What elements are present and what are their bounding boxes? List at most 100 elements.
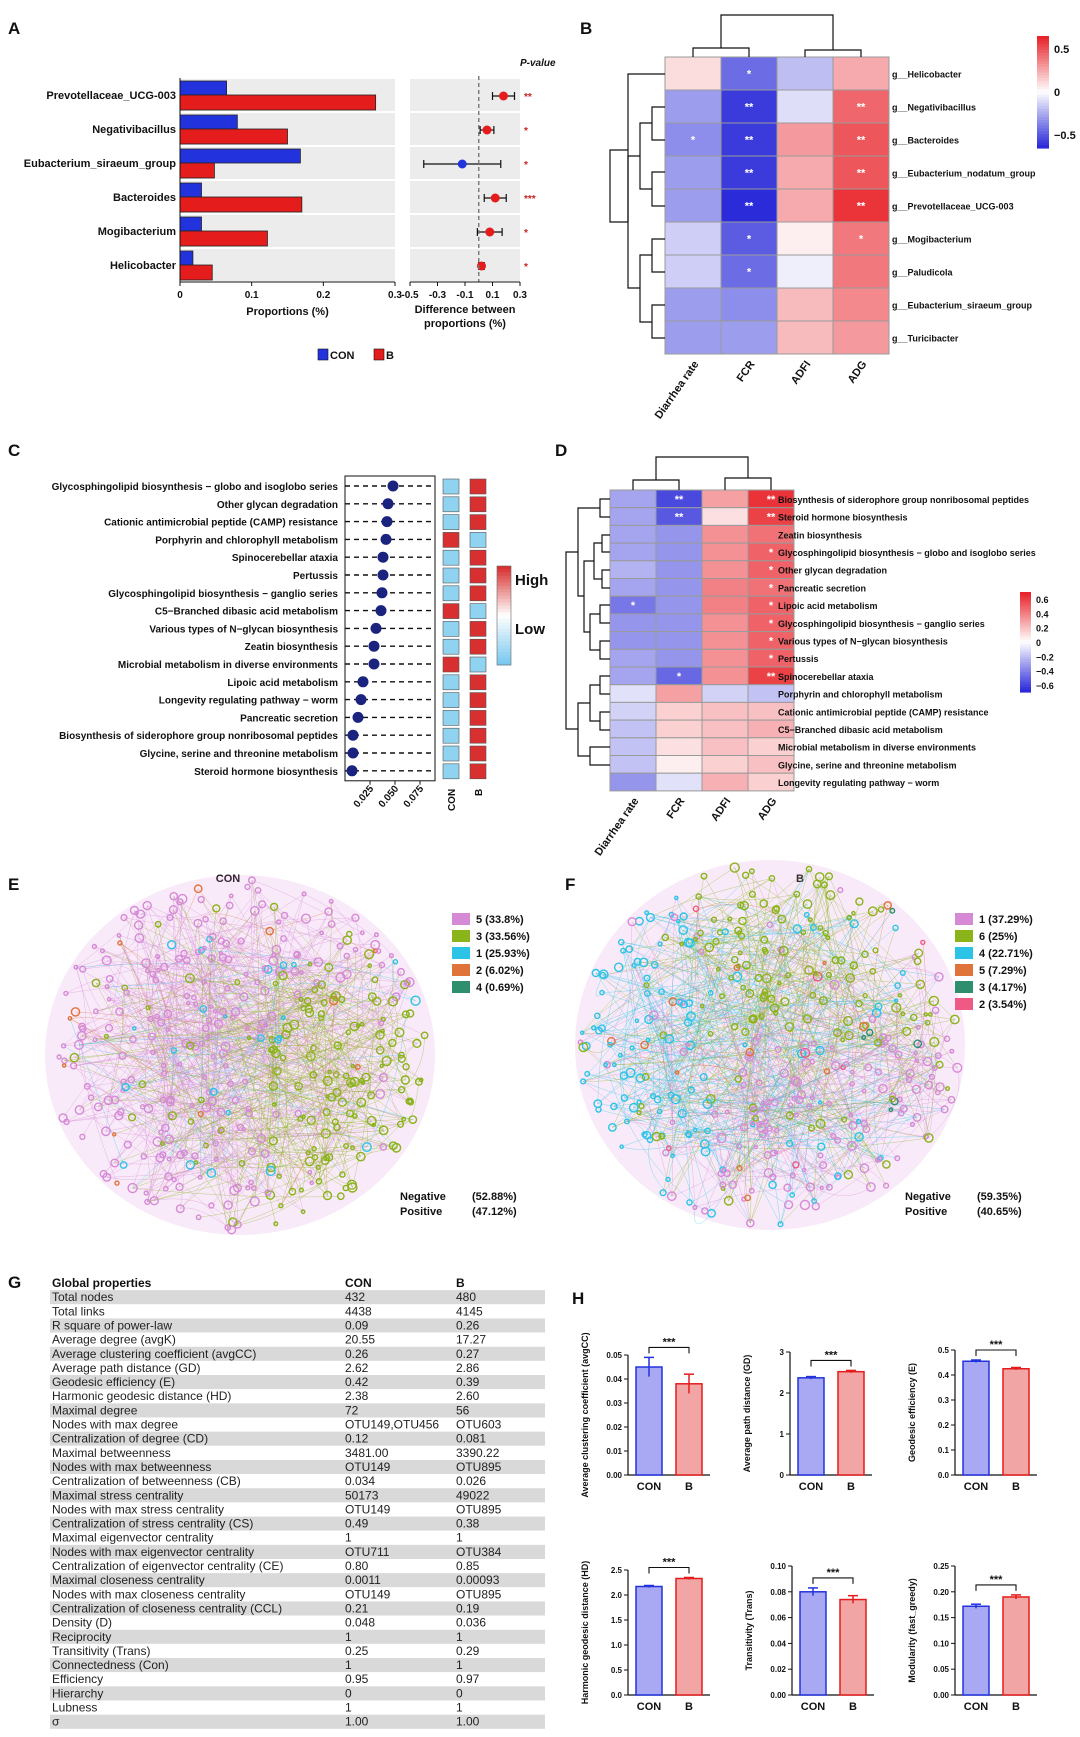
network-node [805,1182,815,1192]
panel-f-network: B1 (37.29%)6 (25%)4 (22.71%)5 (7.29%)3 (… [575,860,1033,1230]
table-row [50,1431,545,1446]
network-edge [750,895,831,1224]
network-edge [653,1014,775,1103]
colorbar-segment [1037,139,1049,143]
network-edge [140,912,147,915]
network-node [797,1090,807,1100]
significance-mark: ** [857,168,866,180]
network-node [783,1200,794,1210]
table-cell: 1 [456,1531,463,1545]
network-edge [119,1011,413,1120]
module-label: 4 (22.71%) [979,948,1033,960]
y-tick-label: 0.4 [938,1371,950,1380]
network-node [63,1118,70,1126]
network-edge [710,1033,762,1128]
network-node [91,943,98,950]
table-row [50,1516,545,1531]
network-node [60,1043,67,1049]
network-node [855,897,864,906]
network-node [152,976,160,984]
network-node [603,1062,608,1068]
network-node [599,989,605,996]
network-edge [186,995,364,1083]
network-edge [109,999,322,1019]
network-edge [723,910,893,1171]
table-cell: 0.081 [456,1432,486,1446]
network-node [744,1194,751,1202]
row-label: g__Negativibacillus [892,103,976,113]
network-edge [245,1081,384,1131]
network-node [105,975,114,983]
network-node [101,1126,111,1137]
network-edge [772,977,851,1178]
x-category-label: B [1012,1701,1020,1713]
network-edge [765,951,938,1093]
network-node [248,1179,255,1186]
y-tick-label: 0.25 [933,1562,949,1571]
heatmap-cell [701,719,749,739]
network-edge [710,1062,807,1102]
network-node [736,1164,743,1172]
table-cell: Total nodes [52,1290,113,1304]
colorbar-segment [1020,644,1031,648]
row-dendrogram [627,73,665,222]
network-edge [807,1018,929,1086]
network-node [830,1132,837,1139]
row-dendrogram [651,304,665,339]
module-swatch [452,930,470,942]
network-node [815,1045,825,1056]
colorbar-segment [1037,47,1049,51]
colorbar-segment [1020,669,1031,673]
colorbar-segment [1020,607,1031,611]
module-swatch [955,964,973,976]
heatmap-cell [609,755,657,774]
table-cell: Maximal eigenvector centrality [52,1531,213,1545]
network-edge [220,1053,232,1113]
network-node [217,1126,225,1134]
y-tick-label: 0.5 [938,1346,950,1355]
y-tick-label: 0.00 [606,1471,622,1480]
network-node [397,1085,406,1094]
network-edge [704,1109,945,1145]
table-row [50,1544,545,1559]
network-edge [355,917,363,1025]
network-node [205,1017,213,1024]
table-cell: 1 [345,1658,352,1672]
significance-mark: *** [990,1574,1004,1586]
network-node [380,1016,386,1022]
network-edge [63,1023,263,1047]
network-node [159,1096,167,1104]
network-node [748,1014,758,1024]
network-edge [370,1094,384,1131]
network-edge [912,957,924,1125]
table-row [50,1488,545,1503]
legend-high-label: High [515,572,548,589]
positive-value: (47.12%) [472,1206,517,1218]
network-node [274,1036,282,1044]
legend-gradient-segment [497,638,511,643]
network-node [319,930,324,936]
network-node [388,1038,397,1048]
network-edge [745,875,816,974]
module-label: 1 (25.93%) [476,948,530,960]
network-node [710,916,718,923]
network-node [70,1007,81,1017]
network-edge [221,940,411,1103]
network-node [613,962,624,973]
network-edge [66,1107,401,1125]
heatmap-cell [832,254,890,289]
network-node [317,1010,325,1018]
colorbar-segment [1037,44,1049,48]
network-node [212,1140,219,1147]
network-edge [253,906,277,1189]
network-node [311,1145,317,1152]
network-node [716,1132,727,1144]
network-edge [186,954,274,997]
heatmap-cell [776,254,834,289]
network-node [161,1070,168,1077]
pathway-dot [368,640,380,652]
colorbar-segment [1037,80,1049,85]
table-cell: Maximal stress centrality [52,1488,183,1502]
network-edge [817,883,867,1130]
table-row [50,1474,545,1489]
